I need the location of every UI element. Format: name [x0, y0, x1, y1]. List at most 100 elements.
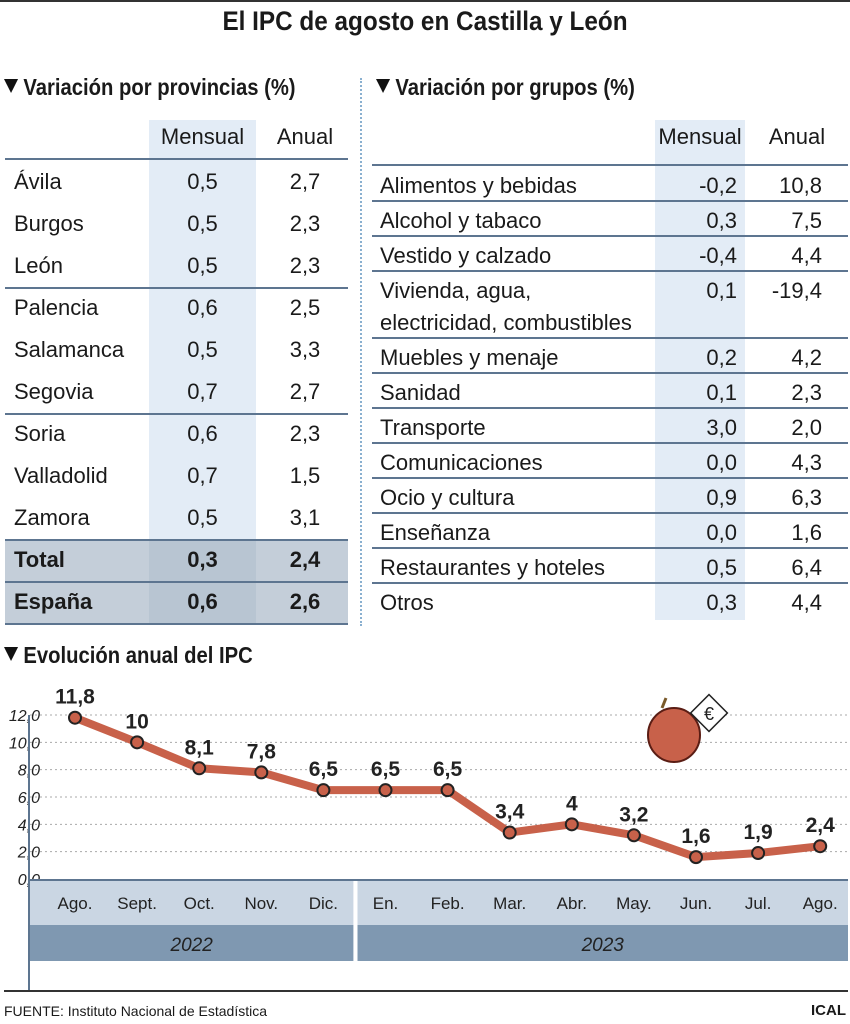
group-name: Vestido y calzado	[380, 243, 552, 268]
data-label: 7,8	[247, 740, 277, 763]
province-name: León	[14, 253, 63, 278]
data-point	[254, 765, 269, 780]
province-name: España	[14, 589, 93, 614]
province-anual: 1,5	[289, 463, 321, 488]
y-tick-label: 10,0	[9, 735, 40, 752]
data-point	[440, 783, 455, 798]
group-anual: 4,3	[791, 450, 822, 475]
data-point	[564, 817, 579, 832]
rule	[372, 582, 848, 584]
year-label: 2023	[581, 935, 625, 956]
x-axis	[28, 879, 848, 881]
x-tick-label: Oct.	[184, 894, 215, 913]
province-mensual: 0,6	[187, 421, 218, 446]
grupos-heading-text: Variación por grupos (%)	[395, 74, 635, 100]
data-label: 3,2	[619, 803, 648, 826]
province-name: Burgos	[14, 211, 84, 236]
rule	[5, 158, 348, 160]
group-anual: 6,3	[791, 485, 822, 510]
group-name: Ocio y cultura	[380, 485, 515, 510]
year-label: 2022	[170, 935, 214, 956]
group-name: Muebles y menaje	[380, 345, 559, 370]
triangle-icon	[376, 79, 391, 93]
province-anual: 2,4	[289, 547, 321, 572]
x-tick-label: Jul.	[745, 894, 771, 913]
group-mensual: 0,9	[706, 485, 737, 510]
divider	[360, 78, 362, 626]
group-anual: -19,4	[771, 278, 822, 303]
year-band	[30, 925, 354, 961]
x-tick-label: May.	[616, 894, 652, 913]
province-anual: 3,1	[289, 505, 321, 530]
data-label: 6,5	[371, 758, 401, 781]
province-anual: 2,7	[289, 379, 321, 404]
month-band	[357, 881, 848, 925]
group-anual: 4,2	[791, 345, 822, 370]
province-name: Valladolid	[14, 463, 108, 488]
province-anual: 2,6	[289, 589, 321, 614]
group-mensual: 3,0	[706, 415, 737, 440]
provincias-heading-text: Variación por provincias (%)	[23, 74, 296, 100]
data-point	[626, 828, 641, 843]
group-anual: 10,8	[779, 173, 822, 198]
year-band	[357, 925, 848, 961]
triangle-icon	[4, 79, 19, 93]
apple-icon	[647, 707, 701, 763]
province-name: Soria	[14, 421, 66, 446]
province-mensual: 0,7	[187, 379, 218, 404]
province-anual: 2,3	[289, 421, 321, 446]
group-name-line2: electricidad, combustibles	[380, 310, 632, 335]
group-name: Restaurantes y hoteles	[380, 555, 606, 580]
rule	[372, 235, 848, 237]
data-label: 11,8	[55, 686, 95, 709]
rule	[372, 337, 848, 339]
col-mensual: Mensual	[658, 124, 742, 149]
chart-heading: Evolución anual del IPC	[4, 642, 253, 669]
data-label: 6,5	[433, 758, 463, 781]
rule	[372, 547, 848, 549]
data-label: 4	[566, 792, 578, 815]
group-mensual: 0,1	[706, 380, 737, 405]
data-point	[68, 710, 82, 725]
data-label: 2,4	[806, 814, 836, 837]
apple-stem-icon	[660, 697, 668, 709]
rule	[372, 164, 848, 166]
group-mensual: 0,5	[706, 555, 737, 580]
group-anual: 4,4	[791, 243, 822, 268]
rule	[5, 287, 348, 289]
data-point	[130, 735, 145, 750]
group-anual: 6,4	[791, 555, 822, 580]
group-name: Transporte	[380, 415, 486, 440]
x-tick-label: Dic.	[309, 894, 338, 913]
x-tick-label: Abr.	[557, 894, 587, 913]
province-mensual: 0,5	[187, 211, 218, 236]
rule	[5, 623, 348, 625]
x-tick-label: Feb.	[431, 894, 465, 913]
province-mensual: 0,6	[187, 295, 218, 320]
group-name: Vivienda, agua,	[380, 278, 532, 303]
province-name: Total	[14, 547, 65, 572]
group-mensual: 0,0	[706, 520, 737, 545]
data-point	[689, 850, 703, 865]
group-mensual: 0,3	[706, 590, 737, 615]
x-tick-label: Sept.	[117, 894, 157, 913]
province-name: Zamora	[14, 505, 90, 530]
group-name: Otros	[380, 590, 434, 615]
x-tick-label: Mar.	[493, 894, 526, 913]
data-label: 1,9	[743, 821, 772, 844]
rule	[5, 413, 348, 415]
line-chart: 0,02,04,06,08,010,012,020222023Ago.Sept.…	[9, 686, 848, 990]
province-mensual: 0,5	[187, 337, 218, 362]
data-label: 10	[125, 710, 148, 733]
province-name: Ávila	[14, 169, 62, 194]
footer-rule	[4, 990, 848, 992]
group-mensual: 0,1	[706, 278, 737, 303]
province-name: Segovia	[14, 379, 94, 404]
euro-icon: €	[704, 704, 714, 724]
province-name: Salamanca	[14, 337, 125, 362]
group-name: Comunicaciones	[380, 450, 543, 475]
total-row-bg	[149, 541, 256, 581]
rule	[5, 581, 348, 583]
group-anual: 7,5	[791, 208, 822, 233]
data-point	[192, 761, 207, 776]
